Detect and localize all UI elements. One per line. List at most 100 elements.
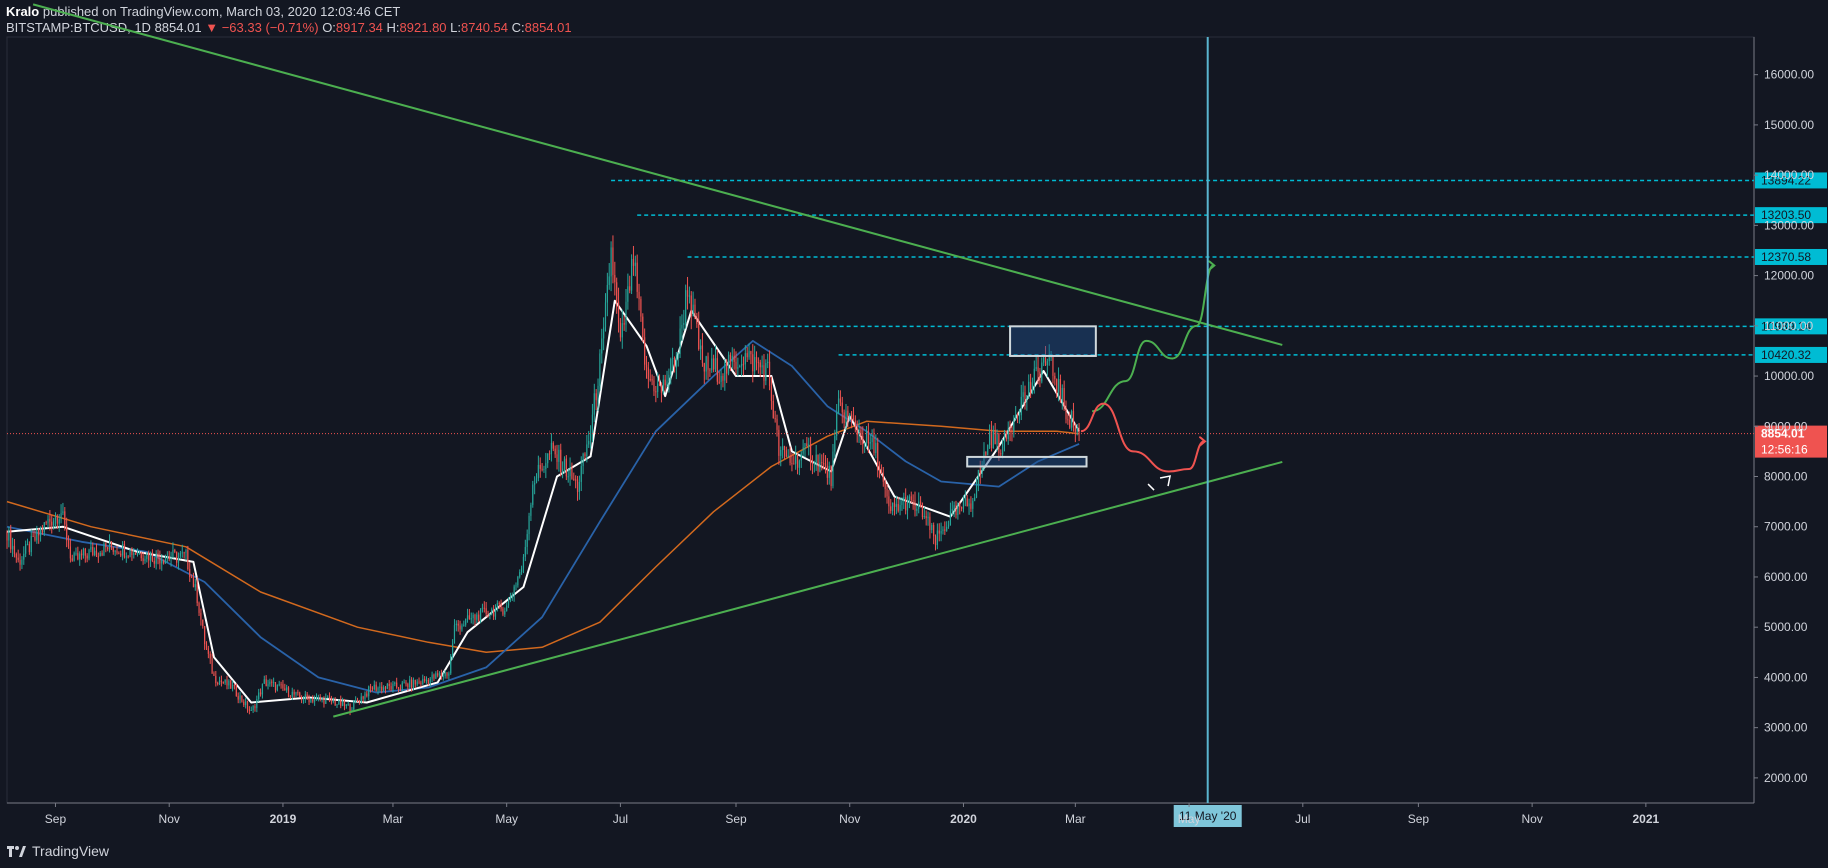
price-level-label: 10989.14 [1761,319,1811,333]
candle-body [849,414,851,417]
candle-body [548,453,551,455]
candle-body [929,516,931,531]
candle-body [407,684,409,688]
price-level-label: 13203.50 [1761,208,1811,222]
candle-body [190,577,193,579]
candle-body [782,446,784,450]
candle-body [164,558,167,564]
candle-body [58,519,60,524]
candle-body [198,602,200,613]
candle-body [575,479,577,481]
tradingview-logo-icon[interactable] [6,844,26,858]
candle-body [830,466,832,486]
candle-body [580,466,582,482]
candle-body [110,541,113,548]
candle-body [1035,367,1037,369]
chart-header: Kralo published on TradingView.com, Marc… [6,4,1006,40]
candle-body [1056,379,1058,393]
candle-body [752,354,754,372]
x-axis: Sep Nov 2019 Mar May Jul Sep Nov 2020 Mar May Jul Se… [45,803,1660,826]
candle-body [584,453,586,457]
candle-body [569,467,571,477]
candle-body [953,505,955,510]
candle-body [906,502,909,511]
symbol-name[interactable]: BITSTAMP:BTCUSD, 1D [6,20,151,35]
candle-body [819,462,821,472]
candle-body [254,705,256,709]
candle-body [705,356,707,372]
candle-body [625,301,627,325]
candle-body [908,496,910,503]
candle-body [679,328,681,355]
ascending-trendline [333,460,1283,718]
candle-body [146,552,148,559]
candle-body [1076,427,1078,432]
candle-body [923,516,925,518]
candle-body [722,375,724,381]
candle-body [1005,430,1007,439]
candle-body [414,679,416,685]
candle-body [813,463,815,465]
candle-body [966,498,968,507]
candle-body [435,673,437,679]
candle-body [914,500,916,511]
candle-body [916,508,918,511]
candle-body [862,436,864,445]
x-tick-label: Jul [1295,812,1310,826]
candle-body [127,556,129,558]
candle-body [491,609,493,614]
countdown-label: 12:56:16 [1761,443,1808,457]
candle-body [200,612,202,620]
support-zone [966,455,1088,468]
candle-body [629,286,631,291]
candle-body [632,259,635,266]
candle-body [8,529,10,541]
candle-body [845,410,847,423]
candle-body [433,674,435,679]
candle-body [983,451,985,465]
candle-body [841,402,843,413]
candle-body [558,449,560,462]
author-name[interactable]: Kralo [6,4,40,19]
candle-body [996,433,998,445]
candle-body [713,358,715,370]
candle-body [271,681,273,683]
candle-body [910,496,912,501]
candle-body [1078,427,1080,434]
candle-body [304,694,306,700]
candle-body [153,560,155,564]
candle-body [617,301,620,323]
candle-body [261,683,264,695]
brand-name[interactable]: TradingView [32,843,110,859]
candle-body [824,463,827,466]
candle-body [276,684,278,691]
candle-body [308,697,310,703]
published-text: published on TradingView.com, March 03, … [42,4,401,19]
y-tick-label: 9000.00 [1764,419,1808,433]
candle-body [522,556,525,568]
x-tick-label: May [1178,812,1201,826]
price-level-label: 13894.22 [1761,173,1811,187]
candle-body [282,684,284,689]
candle-body [699,345,702,350]
candle-body [588,440,590,445]
candle-body [358,701,360,703]
candle-body [204,626,206,645]
candle-body [310,698,312,703]
candle-body [940,531,942,534]
candle-body [630,259,633,291]
candle-body [793,463,795,465]
candle-body [1067,419,1069,421]
candle-body [39,529,42,536]
candle-body [506,605,508,611]
candle-body [992,429,994,449]
candle-body [731,355,733,362]
candle-body [791,462,793,464]
candle-body [95,550,98,557]
candle-body [422,678,424,684]
candle-body [202,619,204,627]
candle-body [360,696,362,703]
candle-body [640,299,642,317]
candle-body [875,442,877,453]
